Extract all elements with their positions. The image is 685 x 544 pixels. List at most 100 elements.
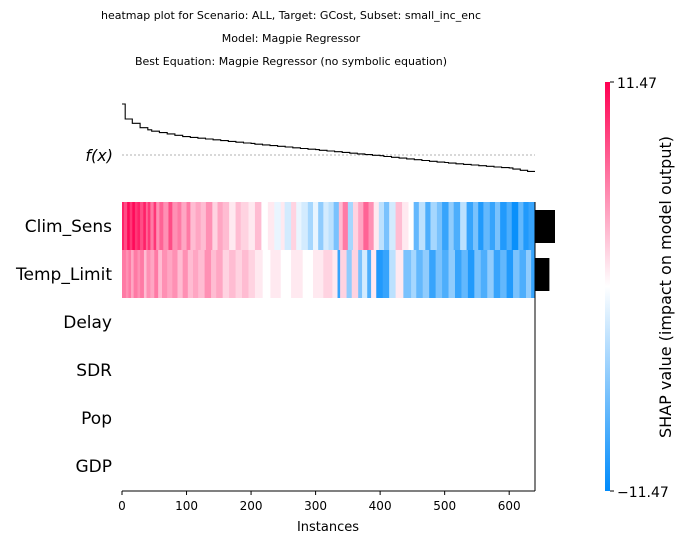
x-tick-label-200: 200 <box>240 499 263 513</box>
x-tick-label-500: 500 <box>433 499 456 513</box>
heatmap-cell-clim_sens-42 <box>313 202 319 250</box>
feature-label-sdr: SDR <box>76 361 112 381</box>
heatmap-cell-temp_limit-20 <box>204 250 212 298</box>
heatmap-cell-clim_sens-46 <box>333 202 340 250</box>
heatmap-cell-temp_limit-55 <box>442 250 449 298</box>
heatmap-cell-temp_limit-16 <box>182 250 189 298</box>
heatmap-cell-temp_limit-5 <box>137 250 141 298</box>
feature-label-gdp: GDP <box>75 457 112 477</box>
heatmap-cell-clim_sens-54 <box>373 202 380 250</box>
heatmap-cell-temp_limit-22 <box>216 250 224 298</box>
heatmap-cell-temp_limit-35 <box>323 250 333 298</box>
heatmap-cell-temp_limit-6 <box>140 250 145 298</box>
heatmap-cell-clim_sens-30 <box>240 202 249 250</box>
heatmap-cell-temp_limit-36 <box>332 250 338 298</box>
heatmap-cell-clim_sens-27 <box>222 202 230 250</box>
heatmap-cell-clim_sens-12 <box>153 202 157 250</box>
feature-label-clim_sens: Clim_Sens <box>25 217 112 237</box>
heatmap-cell-clim_sens-11 <box>150 202 155 250</box>
heatmap-cell-clim_sens-14 <box>159 202 164 250</box>
heatmap-cell-clim_sens-32 <box>254 202 262 250</box>
heatmap-cell-clim_sens-2 <box>127 202 131 250</box>
heatmap-cell-clim_sens-77 <box>506 202 513 250</box>
heatmap-cell-clim_sens-18 <box>177 202 182 250</box>
heatmap-cell-temp_limit-7 <box>143 250 147 298</box>
heatmap-cell-clim_sens-16 <box>168 202 173 250</box>
feature-label-delay: Delay <box>63 313 112 333</box>
heatmap-cell-temp_limit-59 <box>467 250 475 298</box>
heatmap-cell-clim_sens-25 <box>212 202 218 250</box>
heatmap-cell-temp_limit-12 <box>162 250 168 298</box>
heatmap-cell-temp_limit-23 <box>222 250 230 298</box>
heatmap-cell-temp_limit-17 <box>187 250 194 298</box>
colorbar-label: SHAP value (impact on model output) <box>656 136 675 438</box>
heatmap-cell-clim_sens-35 <box>274 202 282 250</box>
heatmap-cell-clim_sens-71 <box>473 202 479 250</box>
heatmap-cell-clim_sens-72 <box>478 202 484 250</box>
heatmap-cell-clim_sens-6 <box>137 202 141 250</box>
heatmap-cell-clim_sens-24 <box>205 202 213 250</box>
heatmap-cell-clim_sens-55 <box>378 202 385 250</box>
feature-labels: Clim_Sens Temp_Limit Delay SDR Pop GDP <box>15 217 112 477</box>
heatmap-grid <box>122 202 536 298</box>
heatmap-cell-clim_sens-81 <box>528 202 536 250</box>
heatmap-cell-clim_sens-44 <box>323 202 329 250</box>
heatmap-cell-clim_sens-52 <box>363 202 369 250</box>
heatmap-cell-clim_sens-64 <box>430 202 438 250</box>
heatmap-cell-clim_sens-10 <box>147 202 151 250</box>
x-axis-ticks: 0 100 200 300 400 500 600 <box>118 491 521 513</box>
heatmap-cell-clim_sens-36 <box>280 202 286 250</box>
heatmap-cell-clim_sens-8 <box>143 202 147 250</box>
heatmap-cell-temp_limit-57 <box>454 250 462 298</box>
heatmap-cell-temp_limit-33 <box>302 250 314 298</box>
heatmap-cell-temp_limit-18 <box>192 250 199 298</box>
heatmap-cell-temp_limit-31 <box>280 250 292 298</box>
heatmap-cell-clim_sens-26 <box>217 202 224 250</box>
x-tick-label-300: 300 <box>304 499 327 513</box>
heatmap-cell-temp_limit-56 <box>448 250 456 298</box>
heatmap-cell-temp_limit-19 <box>198 250 205 298</box>
heatmap-cell-clim_sens-33 <box>261 202 269 250</box>
heatmap-cell-temp_limit-34 <box>313 250 324 298</box>
heatmap-cell-temp_limit-11 <box>158 250 163 298</box>
heatmap-cell-temp_limit-41 <box>358 250 363 298</box>
heatmap-cell-clim_sens-20 <box>186 202 191 250</box>
heatmap-cell-temp_limit-53 <box>429 250 437 298</box>
heatmap-cell-temp_limit-45 <box>376 250 384 298</box>
heatmap-cell-clim_sens-60 <box>408 202 415 250</box>
heatmap-cell-clim_sens-66 <box>442 202 449 250</box>
heatmap-cell-clim_sens-7 <box>140 202 144 250</box>
heatmap-cell-clim_sens-41 <box>307 202 314 250</box>
heatmap-cell-temp_limit-62 <box>487 250 495 298</box>
heatmap-cell-temp_limit-40 <box>351 250 359 298</box>
heatmap-cell-clim_sens-68 <box>453 202 461 250</box>
heatmap-cell-clim_sens-4 <box>132 202 136 250</box>
heatmap-cell-clim_sens-61 <box>413 202 420 250</box>
heatmap-cell-clim_sens-29 <box>235 202 242 250</box>
heatmap-cell-clim_sens-57 <box>389 202 397 250</box>
x-tick-label-0: 0 <box>118 499 126 513</box>
heatmap-cell-temp_limit-42 <box>362 250 368 298</box>
heatmap-cell-temp_limit-9 <box>150 250 155 298</box>
heatmap-cell-clim_sens-63 <box>425 202 431 250</box>
heatmap-cell-temp_limit-29 <box>262 250 271 298</box>
heatmap-cell-temp_limit-58 <box>461 250 469 298</box>
heatmap-cell-temp_limit-37 <box>337 250 341 298</box>
heatmap-cell-temp_limit-3 <box>131 250 135 298</box>
heatmap-cell-clim_sens-17 <box>172 202 178 250</box>
heatmap-cell-temp_limit-52 <box>422 250 430 298</box>
heatmap-cell-clim_sens-21 <box>190 202 196 250</box>
heatmap-cell-temp_limit-54 <box>435 250 443 298</box>
heatmap-cell-clim_sens-19 <box>181 202 187 250</box>
heatmap-cell-temp_limit-4 <box>133 250 138 298</box>
x-tick-label-400: 400 <box>369 499 392 513</box>
heatmap-cell-temp_limit-65 <box>506 250 514 298</box>
fx-label: f(x) <box>85 146 113 165</box>
heatmap-cell-clim_sens-79 <box>518 202 524 250</box>
heatmap-cell-clim_sens-40 <box>301 202 309 250</box>
fx-curve-panel: f(x) <box>85 103 535 172</box>
heatmap-cell-temp_limit-69 <box>531 250 536 298</box>
importance-bar-clim_sens <box>535 210 555 243</box>
heatmap-cell-clim_sens-50 <box>353 202 359 250</box>
heatmap-cell-temp_limit-61 <box>480 250 488 298</box>
